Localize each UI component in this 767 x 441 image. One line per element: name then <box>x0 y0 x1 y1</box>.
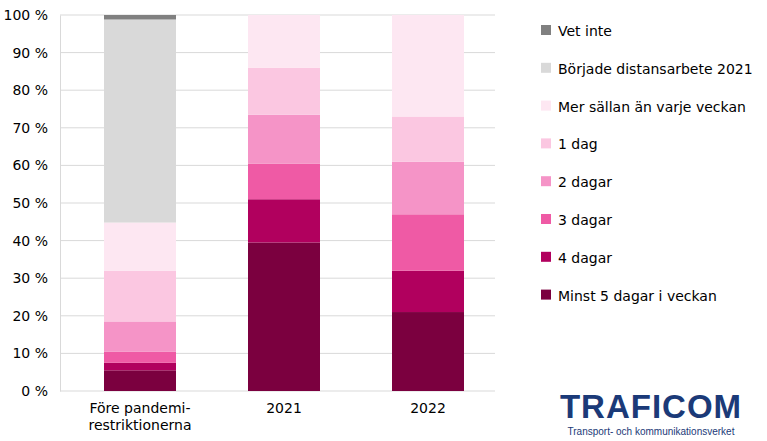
bar-segment <box>392 214 464 270</box>
bar-segment <box>248 164 320 200</box>
x-axis: Före pandemi-restriktionerna 2021 2022 <box>89 391 446 433</box>
logo: TRAFICOMTransport- och kommunikationsver… <box>560 388 742 437</box>
bar-segment <box>248 15 320 16</box>
y-tick-label: 0 % <box>21 383 48 399</box>
legend-swatch <box>541 25 551 35</box>
y-tick: 70 % <box>12 120 60 136</box>
legend-label: Vet inte <box>558 23 612 39</box>
legend-item: Minst 5 dagar i veckan <box>541 288 717 304</box>
bar-segment <box>104 370 176 391</box>
legend: Vet inte Började distansarbete 2021 Mer sä… <box>541 23 753 304</box>
y-tick-label: 100 % <box>4 7 48 23</box>
legend-swatch <box>541 101 551 111</box>
y-axis: 0 % 10 % 20 % 30 % 40 % 50 % 60 % 70 % 80 % 90 % 1… <box>4 7 61 399</box>
legend-swatch <box>541 252 551 262</box>
legend-label: 4 dagar <box>558 250 612 266</box>
y-tick: 90 % <box>12 45 60 61</box>
legend-item: 3 dagar <box>541 212 612 228</box>
bar-segment <box>392 15 464 16</box>
y-tick: 20 % <box>12 308 60 324</box>
bar-segment <box>392 117 464 162</box>
y-tick-label: 60 % <box>12 157 48 173</box>
legend-item: 1 dag <box>541 136 598 152</box>
x-tick: 2022 <box>410 391 446 416</box>
x-tick: Före pandemi-restriktionerna <box>89 391 192 433</box>
y-tick: 50 % <box>12 195 60 211</box>
bar-segment <box>392 15 464 117</box>
x-tick-label: 2021 <box>266 400 302 416</box>
y-tick-label: 70 % <box>12 120 48 136</box>
legend-label: Minst 5 dagar i veckan <box>558 288 717 304</box>
legend-item: 2 dagar <box>541 174 612 190</box>
bar-segment <box>248 15 320 16</box>
y-tick: 100 % <box>4 7 60 23</box>
y-tick: 0 % <box>21 383 60 399</box>
bar-segment <box>104 321 176 351</box>
legend-swatch <box>541 63 551 73</box>
y-axis-line <box>60 16 61 392</box>
y-tick: 30 % <box>12 270 60 286</box>
chart: 0 % 10 % 20 % 30 % 40 % 50 % 60 % 70 % 80 % 90 % 1… <box>0 0 767 441</box>
bar-segment <box>392 15 464 16</box>
legend-label: Mer sällan än varje veckan <box>558 99 746 115</box>
y-tick: 60 % <box>12 157 60 173</box>
bar-segment <box>392 271 464 312</box>
legend-label: 3 dagar <box>558 212 612 228</box>
legend-item: Vet inte <box>541 23 612 39</box>
y-tick-label: 10 % <box>12 345 48 361</box>
legend-label: 2 dagar <box>558 174 612 190</box>
grid <box>60 15 495 391</box>
x-tick-label: Före pandemi-restriktionerna <box>89 400 192 433</box>
logo-subtitle: Transport- och kommunikationsverket <box>568 426 735 437</box>
x-tick: 2021 <box>266 391 302 416</box>
legend-swatch <box>541 290 551 300</box>
bar-segment <box>248 242 320 391</box>
series <box>104 199 464 370</box>
series <box>104 20 176 223</box>
bar-segment <box>392 162 464 215</box>
legend-label: 1 dag <box>558 136 598 152</box>
bar-segment <box>104 223 176 271</box>
bar-segment <box>392 312 464 391</box>
y-tick-label: 40 % <box>12 233 48 249</box>
bar-segment <box>104 363 176 371</box>
y-tick: 10 % <box>12 345 60 361</box>
y-tick-label: 30 % <box>12 270 48 286</box>
bar-segment <box>104 271 176 322</box>
x-tick-label: 2022 <box>410 400 446 416</box>
legend-swatch <box>541 176 551 186</box>
y-tick-label: 90 % <box>12 45 48 61</box>
bar-segment <box>248 115 320 164</box>
bar-segment <box>104 15 176 20</box>
legend-swatch <box>541 138 551 148</box>
bar-segment <box>248 68 320 115</box>
legend-item: 4 dagar <box>541 250 612 266</box>
bar-segment <box>104 352 176 363</box>
legend-swatch <box>541 214 551 224</box>
legend-item: Började distansarbete 2021 <box>541 61 753 77</box>
y-tick: 80 % <box>12 82 60 98</box>
series <box>104 15 176 20</box>
legend-label: Började distansarbete 2021 <box>558 61 753 77</box>
bar-segment <box>104 20 176 223</box>
y-tick-label: 50 % <box>12 195 48 211</box>
series <box>104 15 464 271</box>
y-tick: 40 % <box>12 233 60 249</box>
legend-item: Mer sällan än varje veckan <box>541 99 746 115</box>
bars <box>104 15 464 391</box>
y-tick-label: 20 % <box>12 308 48 324</box>
y-tick-label: 80 % <box>12 82 48 98</box>
bar-segment <box>248 15 320 68</box>
logo-text: TRAFICOM <box>560 388 742 425</box>
bar-segment <box>248 199 320 242</box>
